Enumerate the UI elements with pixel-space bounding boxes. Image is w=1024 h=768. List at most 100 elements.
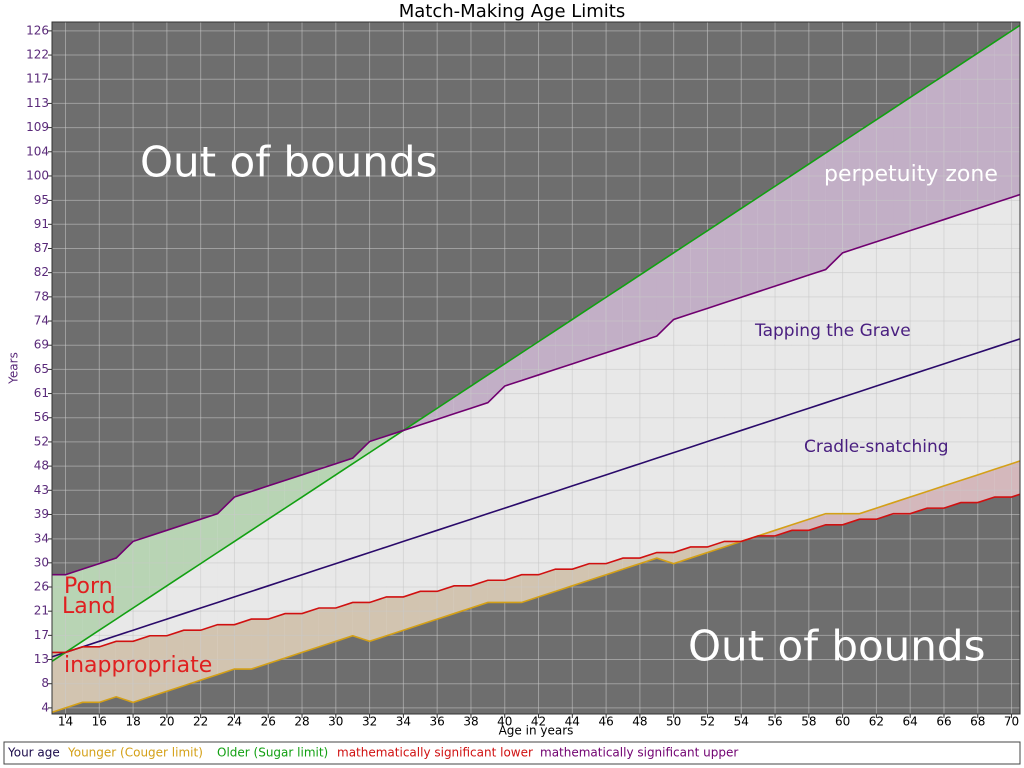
y-tick-label: 91 — [34, 217, 49, 231]
zone-fill — [740, 196, 759, 298]
x-tick-label: 48 — [632, 715, 647, 729]
x-tick-label: 44 — [565, 715, 580, 729]
x-tick-label: 66 — [936, 715, 951, 729]
zone-fill — [318, 607, 337, 648]
y-tick-label: 113 — [26, 96, 49, 110]
x-tick-label: 60 — [835, 715, 850, 729]
x-tick-label: 62 — [869, 715, 884, 729]
zone-fill — [251, 618, 269, 670]
x-tick-label: 18 — [125, 715, 140, 729]
legend-entry: Younger (Couger limit) — [67, 746, 203, 760]
zone-fill — [132, 535, 151, 609]
y-tick-label: 8 — [41, 676, 49, 690]
zone-fill — [622, 274, 641, 348]
zone-fill — [521, 341, 539, 603]
zone-fill — [369, 596, 387, 642]
x-tick-label: 64 — [903, 715, 918, 729]
y-axis-label: Years — [7, 352, 21, 385]
zone-fill — [909, 85, 928, 232]
y-tick-label: 78 — [34, 289, 49, 303]
series-line — [52, 338, 1020, 658]
y-tick-label: 87 — [34, 241, 49, 255]
y-tick-label: 82 — [34, 265, 49, 279]
y-tick-label: 17 — [34, 628, 49, 642]
legend-entry: Your age — [7, 746, 60, 760]
zone-fill — [707, 218, 725, 309]
series-line — [52, 493, 1020, 654]
y-tick-label: 104 — [26, 144, 49, 158]
zone-fill — [487, 579, 506, 603]
x-tick-label: 30 — [328, 715, 343, 729]
plot-frame — [51, 21, 1021, 715]
zone-fill — [757, 185, 776, 293]
y-tick-label: 65 — [34, 362, 49, 376]
x-tick-label: 68 — [970, 715, 985, 729]
zone-fill — [639, 263, 658, 343]
x-axis-label: Age in years — [499, 724, 574, 738]
annotation: Tapping the Grave — [754, 321, 911, 341]
zone-fill — [52, 574, 66, 662]
y-tick-label: 61 — [34, 386, 49, 400]
x-tick-label: 38 — [463, 715, 478, 729]
zone-fill — [234, 618, 252, 670]
x-tick-label: 50 — [666, 715, 681, 729]
x-tick-label: 26 — [261, 715, 276, 729]
x-tick-label: 34 — [396, 715, 411, 729]
chart-title: Match-Making Age Limits — [399, 1, 626, 22]
zone-fill — [217, 624, 235, 676]
y-tick-label: 13 — [34, 652, 49, 666]
zone-fill — [52, 652, 66, 713]
annotation: Out of bounds — [688, 622, 985, 671]
zone-fill — [504, 352, 522, 603]
annotation: Cradle-snatching — [804, 437, 949, 457]
y-tick-label: 21 — [34, 604, 49, 618]
legend-entry: Older (Sugar limit) — [217, 746, 328, 760]
series-line — [52, 24, 1020, 663]
x-tick-label: 36 — [430, 715, 445, 729]
x-tick-label: 54 — [734, 715, 749, 729]
x-tick-label: 52 — [700, 715, 715, 729]
zone-fill — [825, 513, 843, 526]
annotation: Land — [62, 594, 116, 619]
x-tick-label: 24 — [227, 715, 242, 729]
x-tick-label: 46 — [598, 715, 613, 729]
annotation: Out of bounds — [140, 138, 437, 187]
series-line — [52, 193, 1020, 576]
y-tick-label: 95 — [34, 193, 49, 207]
legend-entry: mathematically significant upper — [540, 746, 738, 760]
x-tick-label: 56 — [767, 715, 782, 729]
x-tick-label: 16 — [92, 715, 107, 729]
y-tick-label: 43 — [34, 483, 49, 497]
zone-fill — [960, 52, 979, 215]
zone-fill — [1011, 460, 1020, 498]
zone-fill — [842, 130, 860, 254]
y-tick-label: 109 — [26, 120, 49, 134]
legend-entry: mathematically significant lower — [337, 746, 533, 760]
annotation: perpetuity zone — [824, 162, 998, 187]
y-tick-label: 48 — [34, 459, 49, 473]
y-tick-label: 30 — [34, 555, 49, 569]
y-tick-label: 4 — [41, 700, 49, 714]
y-tick-label: 126 — [26, 23, 49, 37]
annotation: inappropriate — [64, 653, 212, 678]
x-tick-label: 14 — [58, 715, 73, 729]
zone-fill — [386, 596, 404, 637]
y-tick-label: 26 — [34, 579, 49, 593]
y-tick-label: 69 — [34, 338, 49, 352]
zone-fill — [673, 241, 691, 320]
zone-fill — [724, 207, 742, 304]
y-tick-label: 122 — [26, 48, 49, 62]
y-tick-label: 100 — [26, 168, 49, 182]
y-tick-label: 56 — [34, 410, 49, 424]
x-tick-label: 58 — [801, 715, 816, 729]
zone-fill — [926, 74, 945, 226]
y-tick-label: 117 — [26, 72, 49, 86]
x-tick-label: 40 — [497, 715, 512, 729]
x-tick-label: 20 — [159, 715, 174, 729]
zone-fill — [301, 607, 320, 653]
x-tick-label: 42 — [531, 715, 546, 729]
x-tick-label: 32 — [362, 715, 377, 729]
x-tick-label: 70 — [1004, 715, 1019, 729]
zone-fill — [791, 163, 810, 282]
